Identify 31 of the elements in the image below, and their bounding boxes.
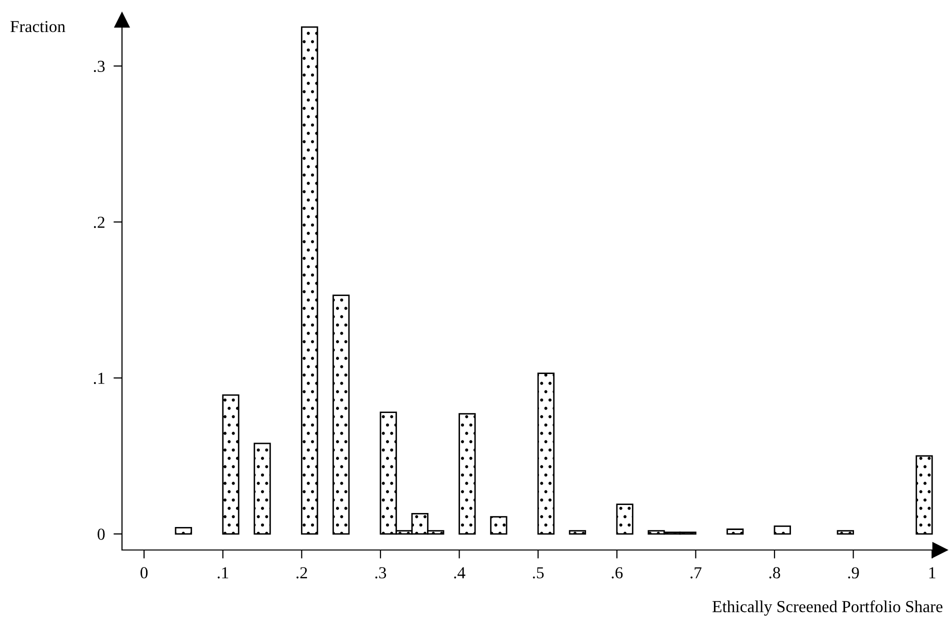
bar [300,26,318,535]
x-tick-label: .6 [612,567,623,578]
x-tick-label: .9 [848,567,859,578]
y-tick-label: .1 [94,372,104,384]
y-axis-title: Fraction [10,20,66,32]
x-tick-label: .1 [218,567,228,578]
bar [332,294,350,535]
y-tick-label: .3 [94,60,105,72]
bar [222,394,240,535]
x-tick-label: .7 [690,567,702,578]
bar [726,528,744,535]
x-tick-label: .3 [375,567,386,578]
bar [537,372,555,535]
bar [458,413,476,535]
x-tick-label: .2 [296,567,308,578]
bar [490,516,508,535]
y-tick-label: 0 [98,528,105,540]
x-tick-label: .8 [769,567,780,578]
bar [836,530,854,535]
bar [568,530,586,535]
x-tick-label: 1 [929,567,936,578]
x-axis-title: Ethically Screened Portfolio Share [712,600,942,616]
bar [174,527,192,535]
bar [774,525,791,535]
x-tick-label: 0 [140,567,148,578]
bar [616,504,634,535]
bar [916,455,933,535]
x-tick-label: .5 [532,567,544,578]
bar [254,442,271,535]
y-tick-label: .2 [94,216,104,228]
x-tick-label: .4 [454,567,466,578]
